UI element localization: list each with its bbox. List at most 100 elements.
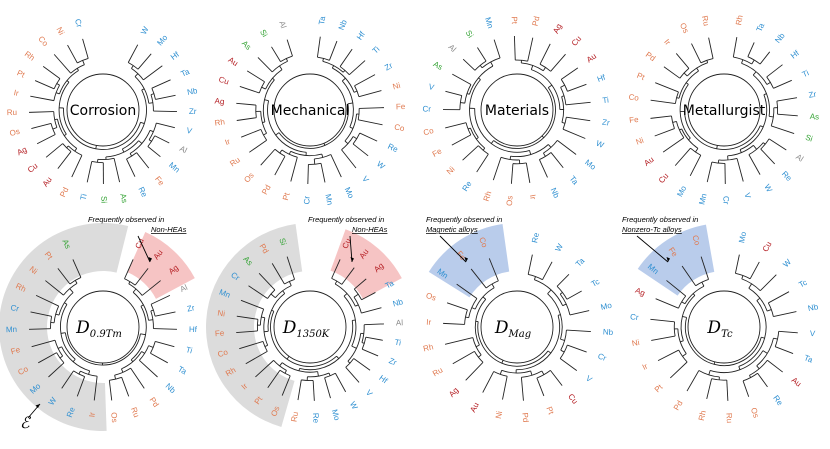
tree-branch xyxy=(680,340,684,343)
leaf-label: Zr xyxy=(388,356,399,367)
leaf-label: Pd xyxy=(531,15,542,26)
tree-branch xyxy=(569,310,590,316)
tree-arc xyxy=(353,296,362,314)
highlight-groups xyxy=(0,223,715,431)
tree-arc xyxy=(512,162,527,165)
tree-arc xyxy=(301,379,314,382)
tree-branch xyxy=(331,65,335,69)
tree-branch xyxy=(354,74,376,87)
annotations: Frequently observed inNon-HEAsℰFrequentl… xyxy=(20,215,698,432)
math-title: D0.9Tm xyxy=(75,318,122,340)
tree-branch xyxy=(752,71,757,76)
tree-branch xyxy=(335,373,347,393)
tree-branch xyxy=(490,140,494,144)
tree-branch xyxy=(153,328,177,330)
tree-branch xyxy=(510,163,514,184)
tree-arc xyxy=(60,304,76,360)
leaf-label: W xyxy=(139,25,151,36)
tree-branch xyxy=(679,128,682,131)
tree-branch xyxy=(682,353,687,357)
leaf-label: Mo xyxy=(330,408,342,422)
tree-branch xyxy=(279,65,283,70)
tree-arc xyxy=(741,278,761,292)
tree-branch xyxy=(59,355,63,359)
leaf-label: W xyxy=(553,242,565,253)
tree-branch xyxy=(550,53,566,72)
tree-branch xyxy=(132,288,137,293)
tree-branch xyxy=(129,153,133,157)
leaf-label: Pd xyxy=(520,412,530,423)
tree-arc xyxy=(151,87,156,100)
tree-branch xyxy=(114,375,117,380)
tree-branch xyxy=(324,377,331,399)
leaf-label: As xyxy=(432,59,445,71)
leaf-label: Os xyxy=(749,406,761,419)
tree-branch xyxy=(57,268,71,285)
tree-branch xyxy=(353,293,359,298)
leaf-label: Rh xyxy=(224,365,237,378)
leaf-label: Ir xyxy=(87,411,97,417)
leaf-label: W xyxy=(375,159,387,171)
tree-branch xyxy=(61,370,74,389)
tree-branch xyxy=(536,377,545,397)
tree-arc xyxy=(767,302,774,317)
tree-branch xyxy=(258,272,276,291)
tree-branch xyxy=(445,122,467,129)
dendrogram-trees xyxy=(29,36,798,401)
tree-branch xyxy=(63,133,67,136)
tree-branch xyxy=(773,311,797,317)
tree-branch xyxy=(530,370,533,376)
tree-branch xyxy=(322,58,324,62)
tree-branch xyxy=(359,132,378,142)
leaf-label: Fe xyxy=(153,175,166,188)
tree-branch xyxy=(763,142,766,145)
tree-arc xyxy=(256,319,259,331)
tree-branch xyxy=(547,289,552,295)
leaf-label: As xyxy=(240,39,253,52)
tree-branch xyxy=(141,280,161,296)
tree-arc xyxy=(334,283,356,307)
tree-branch xyxy=(279,149,283,154)
tree-branch xyxy=(700,256,709,280)
annotation-arrowhead xyxy=(666,257,670,262)
tree-branch xyxy=(663,66,681,79)
tree-arc xyxy=(742,372,758,382)
tree-arc xyxy=(345,358,355,368)
tree-branch xyxy=(491,283,495,288)
tree-branch xyxy=(321,153,324,158)
leaf-label: Mn xyxy=(167,160,181,174)
leaf-label: Al xyxy=(446,43,458,55)
tree-branch xyxy=(478,77,481,80)
math-title-main: D xyxy=(282,318,297,338)
tree-branch xyxy=(672,121,677,123)
inner-ring xyxy=(480,290,554,364)
tree-branch xyxy=(257,57,273,73)
tree-branch xyxy=(141,88,145,91)
tree-branch xyxy=(290,157,298,182)
tree-arc xyxy=(676,121,685,139)
leaf-label: Au xyxy=(790,375,803,388)
leaf-label: Ti xyxy=(79,193,89,201)
leaf-label: Nb xyxy=(807,302,819,313)
leaf-label: Al xyxy=(396,318,404,327)
tree-branch xyxy=(361,342,365,344)
tree-branch xyxy=(674,147,691,166)
tree-branch xyxy=(113,158,121,183)
leaf-label: Hf xyxy=(355,29,367,41)
leaf-label: Pt xyxy=(544,405,555,416)
annotation-line-2: Magnetic alloys xyxy=(426,225,478,234)
annotation-line-1: Frequently observed in xyxy=(308,215,384,224)
tree-branch xyxy=(72,358,76,363)
leaf-label: Co xyxy=(393,122,405,133)
tree-branch xyxy=(140,333,146,336)
leaf-label: Hf xyxy=(789,48,801,60)
tree-branch xyxy=(696,67,699,72)
tree-branch xyxy=(557,314,561,316)
gray-group-wedge xyxy=(205,224,303,427)
tree-branch xyxy=(30,311,52,317)
leaf-label: Ta xyxy=(755,21,767,33)
tree-arc xyxy=(556,286,568,300)
leaf-label: Mo xyxy=(737,230,748,243)
tree-branch xyxy=(341,267,355,285)
leaf-label: Al xyxy=(179,283,189,294)
